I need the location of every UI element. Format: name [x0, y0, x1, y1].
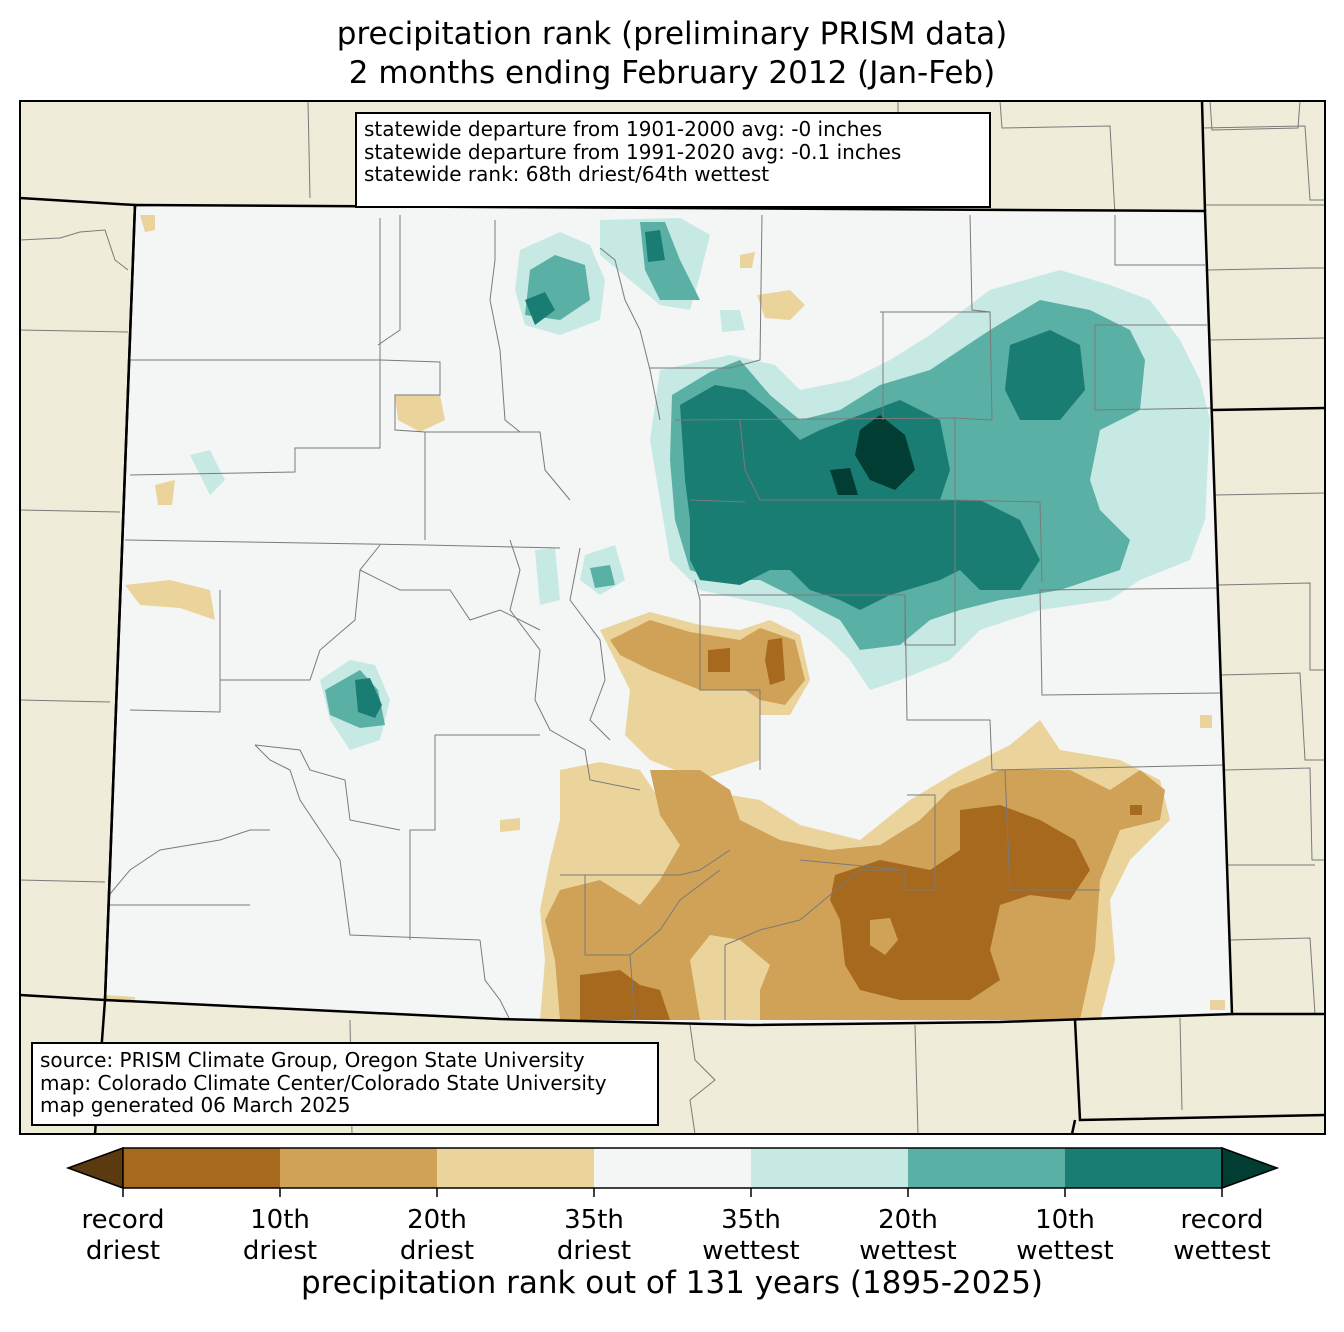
colorbar	[65, 1146, 1280, 1197]
map-title: precipitation rank (preliminary PRISM da…	[336, 16, 1008, 52]
colorbar-tick-label-line2: driest	[399, 1236, 475, 1266]
colorbar-tick-label-line2: wettest	[1173, 1236, 1271, 1266]
statewide-stats-box: statewide departure from 1901-2000 avg: …	[355, 112, 991, 208]
colorbar-bin	[123, 1148, 281, 1188]
source-info-box: source: PRISM Climate Group, Oregon Stat…	[31, 1042, 659, 1126]
colorbar-bin	[594, 1148, 752, 1188]
colorbar-tick-label: 35th driest	[519, 1205, 669, 1267]
colorbar-extend-high	[1221, 1146, 1280, 1190]
colorbar-tick-label: 20th driest	[362, 1205, 512, 1267]
colorbar-bin	[280, 1148, 438, 1188]
map-subtitle: 2 months ending February 2012 (Jan-Feb)	[348, 55, 996, 91]
colorbar-tick-label-line2: driest	[556, 1236, 632, 1266]
colorbar-tick-label-line2: wettest	[1016, 1236, 1114, 1266]
stats-line-1: statewide departure from 1901-2000 avg: …	[364, 117, 883, 141]
colorbar-bin	[437, 1148, 595, 1188]
colorbar-tick-label-line1: 10th	[1035, 1205, 1095, 1235]
colorbar-tick-label-line1: 10th	[250, 1205, 310, 1235]
colorbar-bin	[751, 1148, 909, 1188]
colorbar-tick-label: 35th wettest	[676, 1205, 826, 1267]
stats-line-3: statewide rank: 68th driest/64th wettest	[364, 162, 770, 186]
colorbar-tick-label: 10th wettest	[990, 1205, 1140, 1267]
colorbar-bin	[1065, 1148, 1223, 1188]
colorado-border	[103, 203, 1234, 1027]
colorbar-title: precipitation rank out of 131 years (189…	[300, 1265, 1044, 1301]
precipitation-rank-shading	[105, 214, 1226, 1021]
colorbar-tick-label-line1: record	[81, 1205, 165, 1235]
colorbar-extend-low	[65, 1146, 124, 1190]
source-line-2: map: Colorado Climate Center/Colorado St…	[40, 1070, 607, 1095]
colorbar-tick-label-line1: 20th	[878, 1205, 938, 1235]
colorbar-tick-label-line1: 35th	[564, 1205, 624, 1235]
colorbar-tick-label-line2: driest	[85, 1236, 161, 1266]
colorbar-tick-label-line2: wettest	[859, 1236, 957, 1266]
colorbar-tick-label-line1: record	[1180, 1205, 1264, 1235]
colorbar-tick-label-line1: 35th	[721, 1205, 781, 1235]
colorbar-tick-label-line2: driest	[242, 1236, 318, 1266]
map-frame	[19, 100, 1326, 1135]
source-line-3: map generated 06 March 2025	[40, 1093, 351, 1117]
colorbar-bin	[908, 1148, 1066, 1188]
colorbar-tick-label: 20th wettest	[833, 1205, 983, 1267]
colorbar-tick-label-line1: 20th	[407, 1205, 467, 1235]
colorbar-outline	[122, 1147, 1223, 1189]
colorbar-tick-label: record driest	[48, 1205, 198, 1267]
stats-line-2: statewide departure from 1991-2020 avg: …	[364, 139, 902, 164]
colorbar-tick-label-line2: wettest	[702, 1236, 800, 1266]
colorbar-tick-label: 10th driest	[205, 1205, 355, 1267]
colorbar-tick-label: record wettest	[1147, 1205, 1297, 1267]
source-line-1: source: PRISM Climate Group, Oregon Stat…	[40, 1048, 585, 1072]
